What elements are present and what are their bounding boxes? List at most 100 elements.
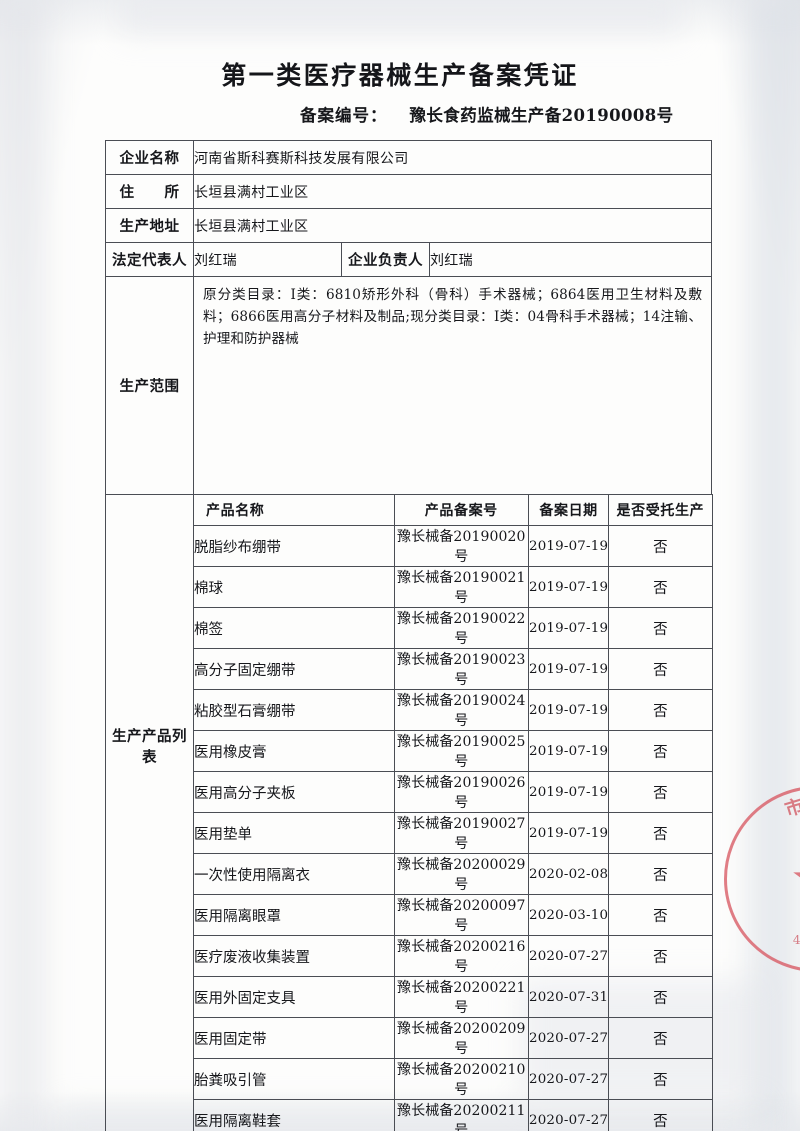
product-record-date: 2020-07-27 xyxy=(527,1017,610,1059)
address-value: 长垣县满村工业区 xyxy=(192,174,713,209)
product-record-date: 2019-07-19 xyxy=(527,812,610,854)
product-record-number: 豫长械备20190024号 xyxy=(393,689,529,731)
product-name: 脱脂纱布绷带 xyxy=(193,525,395,567)
product-record-date: 2020-03-10 xyxy=(527,894,610,936)
column-header-record-date: 备案日期 xyxy=(527,494,610,526)
official-seal: 市场监 ★ 41072 xyxy=(724,786,800,972)
product-commissioned: 否 xyxy=(608,566,713,608)
seal-code: 41072 xyxy=(793,933,800,947)
product-record-number: 豫长械备20200221号 xyxy=(393,976,529,1018)
product-record-date: 2019-07-19 xyxy=(527,730,610,772)
product-record-number: 豫长械备20190022号 xyxy=(393,607,529,649)
column-header-record-number: 产品备案号 xyxy=(393,494,529,526)
product-name: 医疗废液收集装置 xyxy=(193,935,395,977)
product-name: 医用固定带 xyxy=(193,1017,395,1059)
product-record-number: 豫长械备20200210号 xyxy=(393,1058,529,1100)
product-name: 粘胶型石膏绷带 xyxy=(193,689,395,731)
product-record-date: 2020-07-27 xyxy=(527,935,610,977)
table-row: 医用垫单 豫长械备20190027号 2019-07-19 否 xyxy=(193,812,713,854)
official-seal-clip: 市场监 ★ 41072 xyxy=(724,786,800,972)
product-commissioned: 否 xyxy=(608,1017,713,1059)
product-commissioned: 否 xyxy=(608,812,713,854)
product-commissioned: 否 xyxy=(608,730,713,772)
product-record-number: 豫长械备20190023号 xyxy=(393,648,529,690)
enterprise-head-value: 刘红瑞 xyxy=(428,242,713,277)
address-label: 住 所 xyxy=(105,174,194,209)
product-record-date: 2019-07-19 xyxy=(527,607,610,649)
seal-arc-text: 市场监 xyxy=(782,794,800,821)
products-table: 产品名称 产品备案号 备案日期 是否受托生产 脱脂纱布绷带 豫长械备2019002… xyxy=(193,494,713,1131)
certificate-table: 企业名称 河南省斯科赛斯科技发展有限公司 住 所 长垣县满村工业区 生产地址 长… xyxy=(105,140,713,1131)
table-row-representatives: 法定代表人 刘红瑞 企业负责人 刘红瑞 xyxy=(105,242,713,277)
legal-rep-value: 刘红瑞 xyxy=(193,242,342,277)
product-record-number: 豫长械备20190026号 xyxy=(393,771,529,813)
product-commissioned: 否 xyxy=(608,853,713,895)
table-row-product-list: 生产产品列表 产品名称 产品备案号 备案日期 是否受托生产 脱脂纱布绷带 豫长械 xyxy=(105,494,713,1131)
product-record-date: 2019-07-19 xyxy=(527,648,610,690)
product-name: 医用橡皮膏 xyxy=(193,730,395,772)
company-name-value: 河南省斯科赛斯科技发展有限公司 xyxy=(192,140,713,175)
product-name: 医用垫单 xyxy=(193,812,395,854)
product-record-date: 2020-07-27 xyxy=(527,1099,610,1131)
table-row: 脱脂纱布绷带 豫长械备20190020号 2019-07-19 否 xyxy=(193,525,713,567)
product-commissioned: 否 xyxy=(608,976,713,1018)
product-commissioned: 否 xyxy=(608,525,713,567)
column-header-product-name: 产品名称 xyxy=(193,494,395,526)
products-header-row: 产品名称 产品备案号 备案日期 是否受托生产 xyxy=(193,494,713,526)
product-record-date: 2019-07-19 xyxy=(527,566,610,608)
table-row-address: 住 所 长垣县满村工业区 xyxy=(105,174,713,209)
product-record-number: 豫长械备20190025号 xyxy=(393,730,529,772)
product-commissioned: 否 xyxy=(608,894,713,936)
table-row-company-name: 企业名称 河南省斯科赛斯科技发展有限公司 xyxy=(105,140,713,175)
legal-rep-label: 法定代表人 xyxy=(105,242,194,277)
product-name: 医用隔离鞋套 xyxy=(193,1099,395,1131)
product-commissioned: 否 xyxy=(608,1058,713,1100)
table-row: 胎粪吸引管 豫长械备20200210号 2020-07-27 否 xyxy=(193,1058,713,1100)
product-name: 胎粪吸引管 xyxy=(193,1058,395,1100)
product-record-number: 豫长械备20200209号 xyxy=(393,1017,529,1059)
table-row: 一次性使用隔离衣 豫长械备20200029号 2020-02-08 否 xyxy=(193,853,713,895)
column-header-commissioned: 是否受托生产 xyxy=(608,494,713,526)
scan-shading xyxy=(120,0,680,34)
product-name: 医用外固定支具 xyxy=(193,976,395,1018)
table-row: 医用隔离眼罩 豫长械备20200097号 2020-03-10 否 xyxy=(193,894,713,936)
record-number-line: 备案编号： 豫长食药监械生产备20190008号 xyxy=(300,102,674,126)
product-name: 医用隔离眼罩 xyxy=(193,894,395,936)
page-title: 第一类医疗器械生产备案凭证 xyxy=(221,61,579,90)
table-row: 医疗废液收集装置 豫长械备20200216号 2020-07-27 否 xyxy=(193,935,713,977)
product-commissioned: 否 xyxy=(608,935,713,977)
product-name: 高分子固定绷带 xyxy=(193,648,395,690)
table-row: 棉签 豫长械备20190022号 2019-07-19 否 xyxy=(193,607,713,649)
product-name: 一次性使用隔离衣 xyxy=(193,853,395,895)
production-address-label: 生产地址 xyxy=(105,208,194,243)
table-row-production-scope: 生产范围 原分类目录：Ⅰ类：6810矫形外科（骨科）手术器械；6864医用卫生材… xyxy=(105,276,713,495)
company-name-label: 企业名称 xyxy=(105,140,194,175)
product-record-date: 2020-07-27 xyxy=(527,1058,610,1100)
production-scope-label: 生产范围 xyxy=(105,276,194,495)
product-commissioned: 否 xyxy=(608,648,713,690)
star-icon: ★ xyxy=(789,848,800,910)
product-record-date: 2019-07-19 xyxy=(527,689,610,731)
table-row: 医用橡皮膏 豫长械备20190025号 2019-07-19 否 xyxy=(193,730,713,772)
table-row: 医用高分子夹板 豫长械备20190026号 2019-07-19 否 xyxy=(193,771,713,813)
table-row: 医用外固定支具 豫长械备20200221号 2020-07-31 否 xyxy=(193,976,713,1018)
product-record-number: 豫长械备20200216号 xyxy=(393,935,529,977)
table-row-production-address: 生产地址 长垣县满村工业区 xyxy=(105,208,713,243)
production-scope-cell: 原分类目录：Ⅰ类：6810矫形外科（骨科）手术器械；6864医用卫生材料及敷料；… xyxy=(192,276,713,495)
product-record-date: 2020-07-31 xyxy=(527,976,610,1018)
products-body: 脱脂纱布绷带 豫长械备20190020号 2019-07-19 否棉球 豫长械备2019… xyxy=(193,525,713,1131)
product-name: 棉签 xyxy=(193,607,395,649)
product-commissioned: 否 xyxy=(608,1099,713,1131)
product-name: 棉球 xyxy=(193,566,395,608)
product-record-date: 2020-02-08 xyxy=(527,853,610,895)
product-commissioned: 否 xyxy=(608,771,713,813)
product-record-number: 豫长械备20200211号 xyxy=(393,1099,529,1131)
product-record-date: 2019-07-19 xyxy=(527,525,610,567)
table-row: 棉球 豫长械备20190021号 2019-07-19 否 xyxy=(193,566,713,608)
product-commissioned: 否 xyxy=(608,607,713,649)
table-row: 高分子固定绷带 豫长械备20190023号 2019-07-19 否 xyxy=(193,648,713,690)
scan-shading xyxy=(748,0,800,1131)
seal-arc-label: 市场监 xyxy=(782,794,800,821)
product-record-number: 豫长械备20200029号 xyxy=(393,853,529,895)
